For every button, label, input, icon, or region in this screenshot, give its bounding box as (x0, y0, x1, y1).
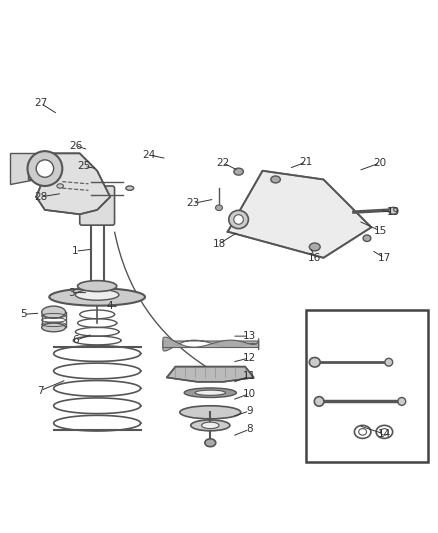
Text: 19: 19 (386, 207, 400, 217)
Ellipse shape (376, 425, 392, 439)
Text: 5: 5 (20, 309, 26, 319)
Text: 24: 24 (143, 150, 156, 160)
Text: 1: 1 (72, 246, 79, 256)
Ellipse shape (229, 211, 248, 229)
Ellipse shape (201, 422, 219, 429)
Ellipse shape (271, 176, 280, 183)
Text: 12: 12 (243, 353, 256, 363)
Text: 15: 15 (374, 226, 387, 236)
Ellipse shape (42, 306, 66, 318)
Ellipse shape (191, 420, 230, 431)
Text: 13: 13 (243, 331, 256, 341)
Ellipse shape (309, 358, 320, 367)
Text: 20: 20 (374, 158, 387, 168)
Text: 4: 4 (107, 301, 113, 311)
Text: 16: 16 (308, 253, 321, 263)
Text: 8: 8 (246, 424, 253, 434)
Ellipse shape (234, 215, 244, 224)
Text: 25: 25 (78, 161, 91, 172)
Ellipse shape (354, 425, 371, 439)
Text: 28: 28 (34, 192, 47, 202)
Ellipse shape (42, 323, 66, 332)
Ellipse shape (180, 406, 241, 419)
Ellipse shape (28, 151, 62, 186)
Text: 17: 17 (378, 253, 391, 263)
Ellipse shape (385, 358, 392, 366)
Text: 18: 18 (212, 239, 226, 249)
Text: 3: 3 (68, 288, 74, 297)
Bar (306, 310, 428, 462)
Ellipse shape (234, 168, 244, 175)
FancyBboxPatch shape (80, 186, 115, 225)
Ellipse shape (215, 205, 223, 211)
Text: 21: 21 (300, 157, 313, 167)
Ellipse shape (205, 439, 216, 447)
Text: 23: 23 (186, 198, 200, 208)
Text: 7: 7 (37, 385, 44, 395)
Polygon shape (36, 154, 110, 214)
Ellipse shape (184, 388, 237, 398)
Ellipse shape (381, 429, 389, 435)
Text: 26: 26 (69, 141, 82, 150)
Ellipse shape (57, 184, 64, 188)
Text: 14: 14 (378, 429, 391, 439)
Text: 27: 27 (34, 98, 47, 108)
Polygon shape (10, 154, 36, 184)
Text: 10: 10 (243, 389, 256, 399)
Ellipse shape (126, 186, 134, 190)
Text: 22: 22 (217, 158, 230, 168)
Polygon shape (228, 171, 371, 258)
Ellipse shape (36, 160, 53, 177)
Ellipse shape (309, 243, 320, 251)
Ellipse shape (314, 397, 324, 406)
Polygon shape (167, 367, 254, 382)
Ellipse shape (75, 289, 119, 300)
Ellipse shape (389, 207, 397, 214)
Text: 6: 6 (72, 335, 79, 345)
Ellipse shape (49, 288, 145, 305)
Ellipse shape (398, 398, 406, 405)
Ellipse shape (363, 235, 371, 241)
Ellipse shape (359, 429, 367, 435)
Ellipse shape (78, 281, 117, 292)
Text: 9: 9 (246, 406, 253, 416)
Ellipse shape (195, 390, 226, 395)
Text: 11: 11 (243, 371, 256, 381)
